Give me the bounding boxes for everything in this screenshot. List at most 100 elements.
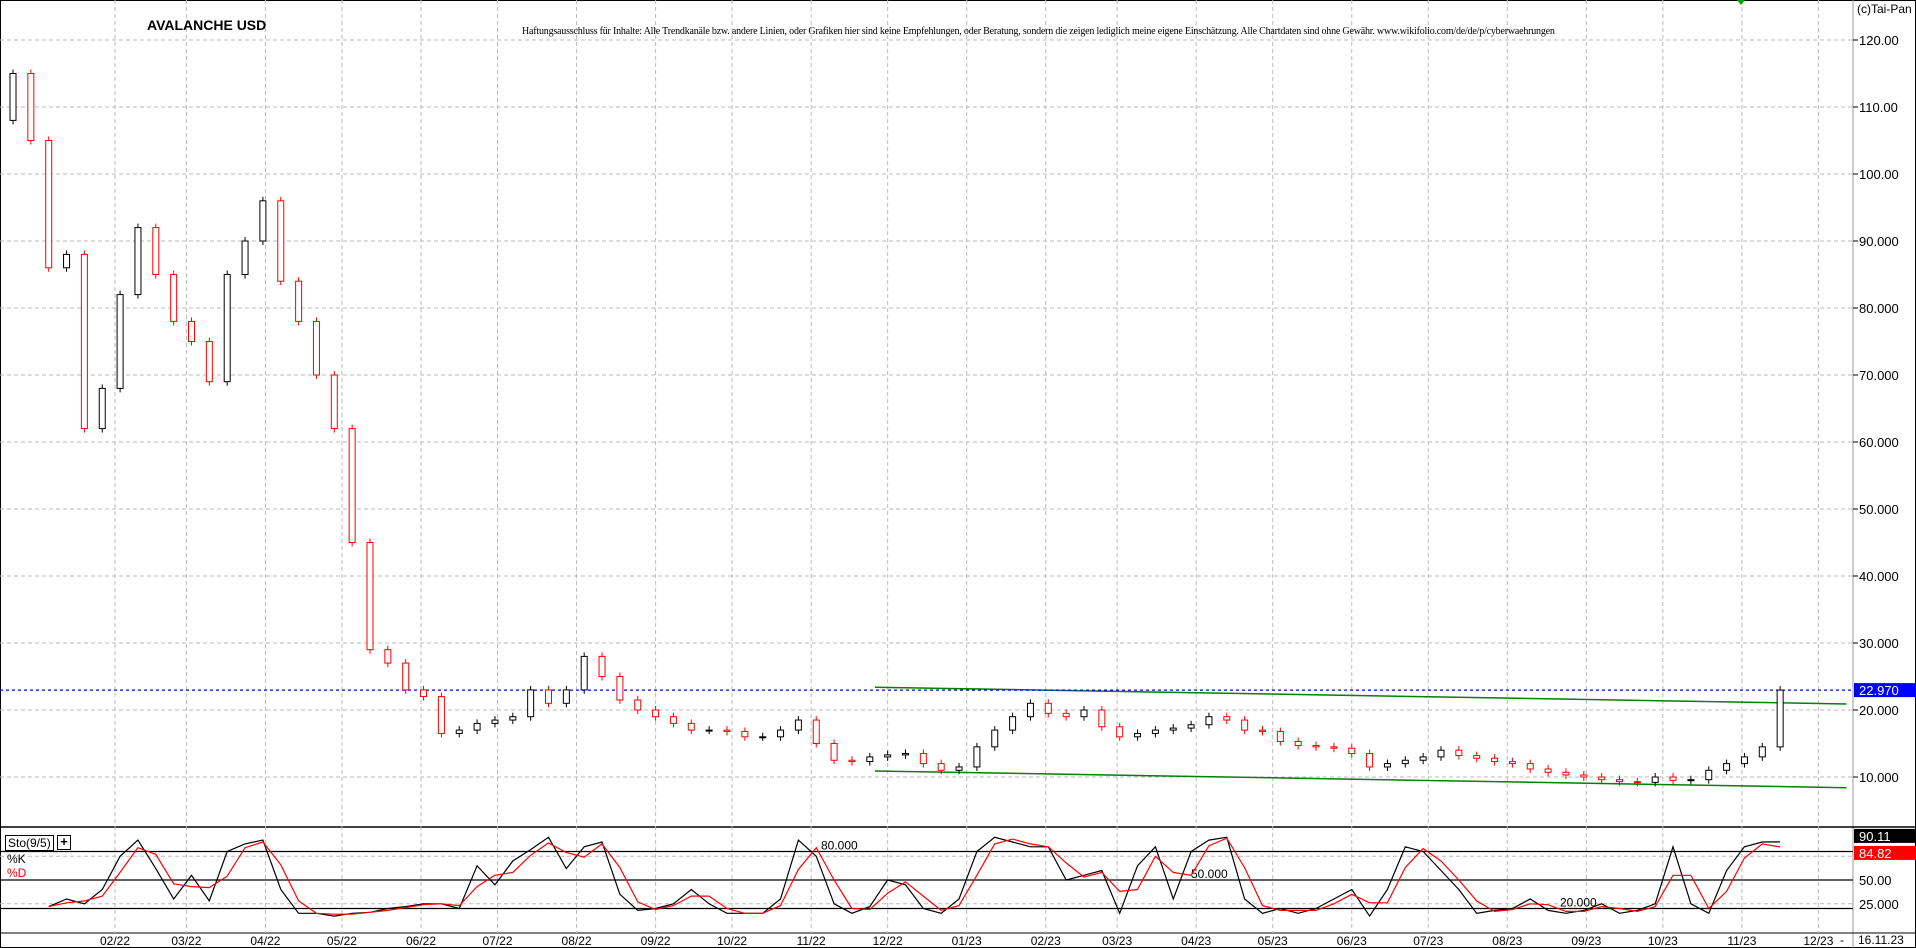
candle-up [491, 719, 499, 724]
signal-marker-icon [1737, 0, 1745, 5]
price-tick-label: 40.000 [1859, 569, 1899, 584]
candle-up [580, 655, 588, 691]
candle-up [116, 294, 124, 389]
month-label: 09/23 [1571, 934, 1601, 948]
month-label: 07/22 [482, 934, 512, 948]
candle-down [1598, 776, 1606, 781]
candle-down [348, 428, 356, 544]
price-tick-label: 100.00 [1859, 167, 1899, 182]
month-label: 12/23 [1803, 934, 1833, 948]
candle-up [134, 227, 142, 296]
month-label: 01/23 [952, 934, 982, 948]
trendline [874, 686, 1847, 705]
candle-down [1633, 781, 1641, 784]
candle-down [1312, 745, 1320, 748]
candle-down [1544, 768, 1552, 773]
candle-up [455, 729, 463, 734]
month-label: 11/23 [1727, 934, 1756, 948]
candle-down [723, 729, 731, 732]
month-label: 12/22 [873, 934, 903, 948]
month-label: 08/23 [1492, 934, 1522, 948]
month-label: 03/23 [1102, 934, 1132, 948]
candle-down [1455, 749, 1463, 757]
candle-down [1259, 729, 1266, 732]
d-value-badge [1854, 845, 1916, 860]
candle-down [330, 374, 338, 430]
candle-down [295, 280, 303, 322]
candle-down [1508, 761, 1516, 765]
candle-down [1241, 719, 1249, 731]
price-tick-label: 50.000 [1859, 502, 1899, 517]
candle-down [1044, 702, 1052, 714]
month-label: 05/22 [327, 934, 357, 948]
candle-down [1491, 757, 1499, 763]
candle-down [205, 341, 213, 383]
candle-up [1026, 702, 1034, 718]
month-label: 06/22 [406, 934, 436, 948]
month-label: 07/23 [1413, 934, 1443, 948]
candle-up [1758, 746, 1766, 758]
candle-up [527, 689, 535, 718]
candle-up [1687, 779, 1695, 782]
last-price-badge [1854, 683, 1916, 698]
current-date: 16.11.23 [1858, 933, 1904, 947]
price-tick-label: 90.000 [1859, 234, 1899, 249]
candle-up [223, 274, 231, 383]
chart-title: AVALANCHE USD [147, 17, 267, 33]
price-tick-label: 70.000 [1859, 368, 1899, 383]
price-tick-label: 10.000 [1859, 770, 1899, 785]
candle-up [1723, 763, 1731, 771]
indicator-level-label: 20.000 [1560, 896, 1597, 910]
candle-up [902, 753, 909, 756]
candle-up [777, 729, 785, 738]
candle-down [1330, 746, 1338, 749]
copyright-label: (c)Tai-Pan [1857, 2, 1912, 16]
candle-up [1205, 716, 1213, 726]
candle-up [473, 722, 481, 731]
indicator-expand-plus-icon[interactable]: + [57, 835, 71, 850]
candle-down [402, 662, 410, 691]
month-label: 04/23 [1181, 934, 1211, 948]
candle-down [741, 730, 749, 738]
candle-down [366, 542, 374, 651]
candle-up [1187, 724, 1195, 729]
candle-down [1062, 712, 1070, 718]
candle-up [98, 387, 106, 430]
candle-up [1776, 689, 1784, 748]
price-tick-label: 80.000 [1859, 301, 1899, 316]
candle-up [884, 754, 892, 758]
candle-up [866, 756, 874, 763]
month-label: 11/22 [797, 934, 826, 948]
month-label: 05/23 [1258, 934, 1288, 948]
candle-up [1080, 709, 1088, 718]
month-label: 02/23 [1031, 934, 1061, 948]
candle-up [63, 253, 71, 269]
legend-d: %D [7, 866, 27, 880]
candle-down [812, 719, 820, 744]
candle-down [1276, 730, 1284, 742]
indicator-axis-label: 50.00 [1859, 873, 1892, 888]
stoch-d-line [48, 837, 1781, 915]
candle-down [652, 709, 660, 718]
candle-down [170, 274, 178, 322]
candle-up [1134, 732, 1142, 738]
k-value-label: 90.11 [1859, 829, 1891, 844]
candle-up [705, 729, 713, 732]
indicator-name-button[interactable]: Sto(9/5) [5, 835, 54, 851]
month-label: 02/22 [100, 934, 130, 948]
candle-down [848, 759, 856, 763]
candle-up [259, 200, 267, 242]
candle-up [562, 689, 570, 704]
candle-down [1098, 709, 1106, 728]
candle-up [955, 766, 963, 771]
k-value-badge [1854, 828, 1916, 843]
candle-up [1437, 749, 1445, 758]
candle-up [1419, 756, 1427, 761]
candle-down [669, 716, 677, 724]
month-label: 10/22 [717, 934, 747, 948]
candle-down [80, 253, 88, 430]
month-label: 06/23 [1337, 934, 1367, 948]
candle-up [1151, 729, 1159, 734]
candle-down [437, 696, 445, 734]
